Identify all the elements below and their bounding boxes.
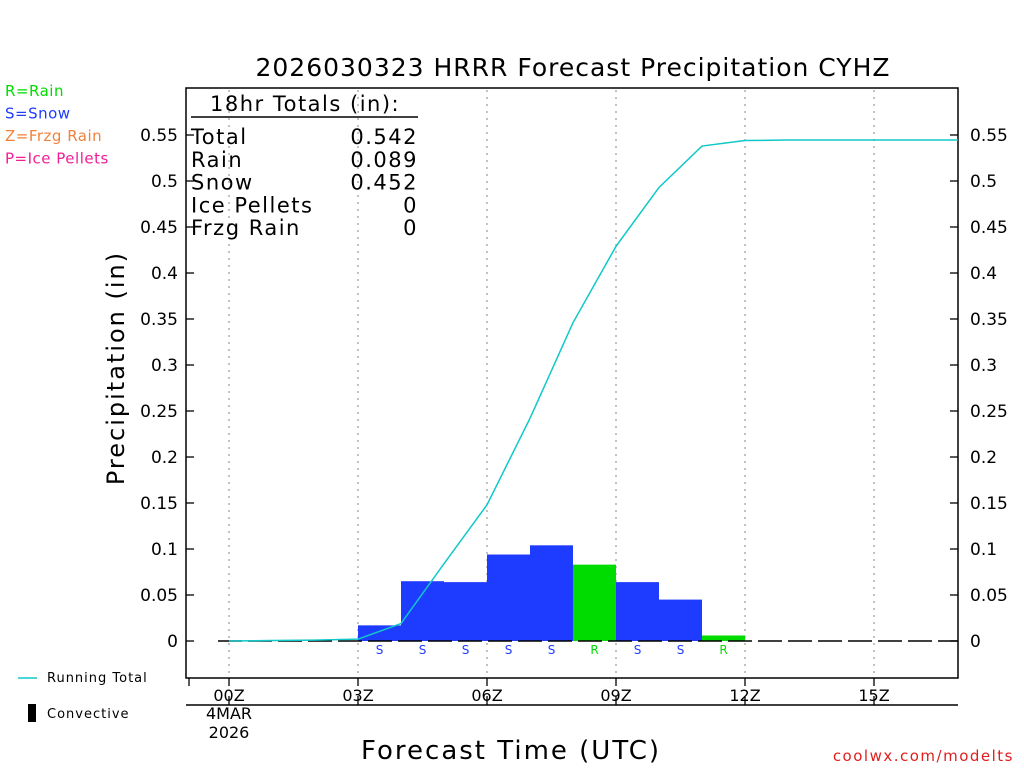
totals-row-label: Ice Pellets [191,193,313,217]
x-tick-label: 09Z [600,686,631,705]
y-tick-label-left: 0 [167,632,178,652]
legend-z: Z=Frzg Rain [5,127,102,145]
y-tick-label-right: 0.5 [970,172,997,192]
precip-bar [487,554,530,641]
x-axis-title: Forecast Time (UTC) [361,736,661,766]
y-tick-label-left: 0.45 [140,218,178,238]
x-tick-label: 12Z [729,686,760,705]
bar-type-label: R [590,643,598,657]
precip-type-legend: R=Rain S=Snow Z=Frzg Rain P=Ice Pellets [5,82,109,168]
precip-bar [573,564,616,641]
precip-bar [358,625,401,641]
convective-swatch [28,704,36,722]
y-tick-label-left: 0.2 [151,448,178,468]
legend-r: R=Rain [5,82,64,100]
y-tick-label-left: 0.3 [151,356,178,376]
x-tick-label: 00Z [213,686,244,705]
totals-row-value: 0.542 [350,125,418,149]
bar-type-label: S [548,643,556,657]
y-axis-left: 0 0.05 0.1 0.15 0.2 0.25 0.3 0.35 0.4 0.45 0.5 0.55 [140,126,194,652]
y-axis-right: 0 0.05 0.1 0.15 0.2 0.25 0.3 0.35 0.4 0.45 0.5 0.55 [950,126,1008,652]
chart-title: 2026030323 HRRR Forecast Precipitation C… [255,53,890,82]
x-tick-label: 06Z [471,686,502,705]
totals-row-value: 0.452 [350,171,418,195]
precip-bar [444,582,487,641]
bar-type-label: S [634,643,642,657]
y-tick-label-left: 0.05 [140,586,178,606]
y-tick-label-right: 0.05 [970,586,1008,606]
totals-row-label: Snow [191,171,254,195]
y-tick-label-right: 0.4 [970,264,997,284]
y-tick-label-right: 0.45 [970,218,1008,238]
y-tick-label-left: 0.1 [151,540,178,560]
bar-type-label: R [719,643,727,657]
y-tick-label-right: 0.2 [970,448,997,468]
totals-row-label: Frzg Rain [191,216,301,240]
y-tick-label-left: 0.4 [151,264,178,284]
precip-bar [530,545,573,641]
totals-row-value: 0.089 [350,148,418,172]
bar-type-label: S [376,643,384,657]
bar-type-label: S [462,643,470,657]
bars [358,545,745,641]
y-tick-label-left: 0.25 [140,402,178,422]
totals-header: 18hr Totals (in): [210,92,400,116]
y-tick-label-right: 0.35 [970,310,1008,330]
running-total-line [228,139,958,642]
totals-row-label: Rain [191,148,243,172]
y-tick-label-right: 0.15 [970,494,1008,514]
x-tick-label: 03Z [342,686,373,705]
y-tick-label-left: 0.15 [140,494,178,514]
bar-type-label: S [677,643,685,657]
y-axis-title: Precipitation (in) [102,251,130,485]
x-date-label: 4MAR [206,704,252,723]
credit-text: coolwx.com/modelts [833,747,1014,765]
legend-s: S=Snow [5,105,71,123]
totals-row-label: Total [190,125,248,149]
y-tick-label-right: 0.25 [970,402,1008,422]
y-tick-label-right: 0.1 [970,540,997,560]
x-year-label: 2026 [209,723,250,742]
precip-bar [616,582,659,641]
precip-bar [659,599,702,641]
y-tick-label-left: 0.35 [140,310,178,330]
convective-legend-label: Convective [47,707,130,722]
bar-type-label: S [419,643,427,657]
y-tick-label-right: 0.3 [970,356,997,376]
plot-frame [185,87,959,679]
totals-row-value: 0 [403,216,418,240]
totals-box: 18hr Totals (in): Total 0.542 Rain 0.089 Sno… [190,92,418,240]
precip-bar [401,581,444,641]
y-tick-label-right: 0.55 [970,126,1008,146]
legend-p: P=Ice Pellets [5,150,109,168]
bar-type-label: S [505,643,513,657]
y-tick-label-left: 0.55 [140,126,178,146]
totals-row-value: 0 [403,193,418,217]
y-tick-label-left: 0.5 [151,172,178,192]
y-tick-label-right: 0 [970,632,981,652]
running-total-legend-label: Running Total [47,671,148,686]
x-tick-label: 15Z [858,686,889,705]
precip-bar [702,635,745,641]
